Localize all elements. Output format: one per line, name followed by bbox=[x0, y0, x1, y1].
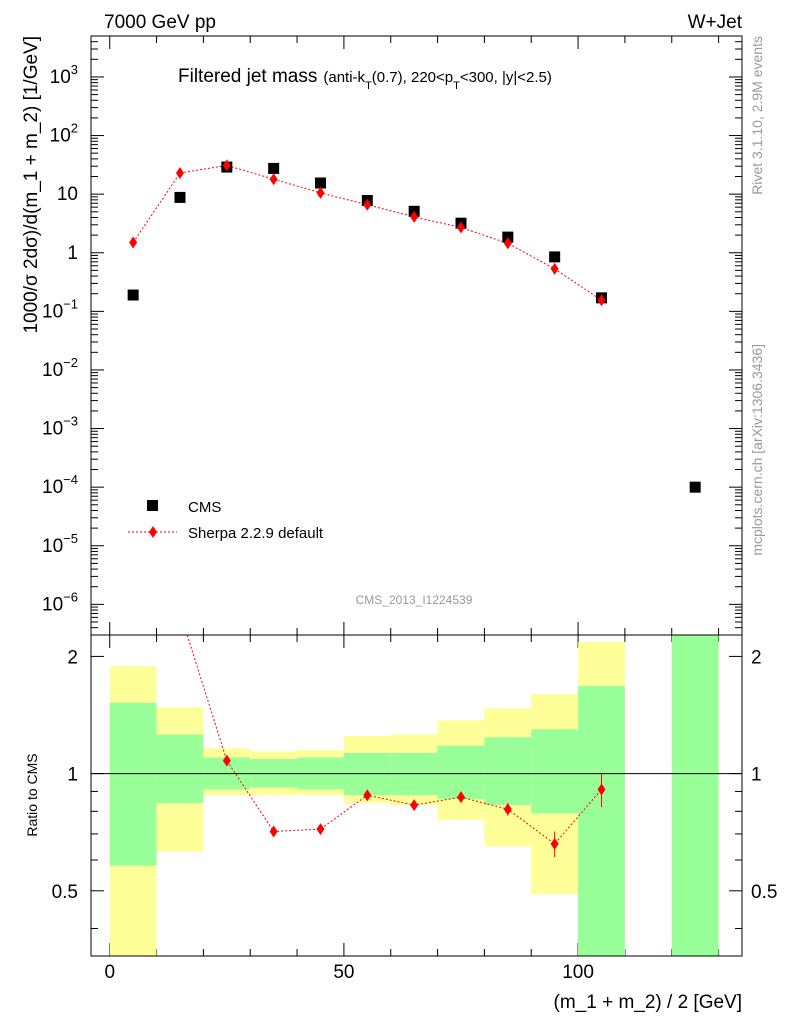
legend-sherpa-marker bbox=[149, 526, 157, 538]
sherpa-point bbox=[503, 237, 512, 250]
mcplots-label: mcplots.cern.ch [arXiv:1306.3436] bbox=[749, 344, 765, 556]
ratio-band-green bbox=[671, 635, 719, 956]
sherpa-point bbox=[597, 294, 606, 307]
ratio-plot-frame bbox=[90, 634, 743, 957]
ratio-ytick-label-left: 2 bbox=[67, 647, 78, 668]
x-tick-label: 50 bbox=[333, 962, 354, 983]
rivet-label: Rivet 3.1.10, 2.9M events bbox=[749, 36, 765, 195]
ratio-y-axis-label: Ratio to CMS bbox=[24, 753, 40, 836]
cms-point bbox=[314, 177, 326, 189]
main-ytick-label: 1 bbox=[67, 243, 78, 264]
ratio-point bbox=[222, 754, 231, 767]
cms-point bbox=[549, 251, 561, 263]
header-left: 7000 GeV pp bbox=[104, 12, 216, 33]
ratio-point bbox=[597, 783, 606, 796]
legend: CMS Sherpa 2.2.9 default bbox=[128, 499, 324, 542]
sherpa-point bbox=[129, 236, 138, 249]
x-tick-label: 100 bbox=[562, 962, 594, 983]
header-right: W+Jet bbox=[688, 12, 743, 33]
main-ytick-label: 10−6 bbox=[42, 589, 78, 615]
ratio-ytick-label-left: 0.5 bbox=[52, 882, 78, 903]
plot-title: Filtered jet mass (anti-kT(0.7), 220<pT<3… bbox=[178, 66, 552, 92]
sherpa-point bbox=[269, 173, 278, 186]
cms-point bbox=[689, 481, 701, 493]
ratio-ticks bbox=[91, 655, 742, 930]
ratio-band-green bbox=[531, 729, 579, 814]
sherpa-point bbox=[410, 210, 419, 223]
main-marks bbox=[127, 159, 701, 493]
ratio-point bbox=[550, 837, 559, 850]
ratio-band-green bbox=[578, 685, 625, 956]
ratio-point bbox=[503, 803, 512, 816]
sherpa-point bbox=[363, 198, 372, 211]
ratio-point bbox=[316, 823, 325, 836]
cms-point bbox=[174, 191, 186, 203]
ratio-point bbox=[269, 825, 278, 838]
ratio-bands bbox=[109, 635, 719, 956]
sherpa-point bbox=[222, 159, 231, 172]
ratio-band-green bbox=[156, 734, 204, 804]
main-ytick-label: 10−4 bbox=[42, 472, 78, 498]
x-axis-label: (m_1 + m_2) / 2 [GeV] bbox=[554, 992, 743, 1013]
ratio-band-green bbox=[437, 745, 485, 800]
ratio-point bbox=[363, 789, 372, 802]
main-ticks bbox=[91, 35, 742, 956]
ratio-point bbox=[456, 791, 465, 804]
ratio-ytick-label-left: 1 bbox=[67, 765, 78, 786]
ratio-marks bbox=[186, 635, 606, 858]
cms-point bbox=[502, 231, 514, 243]
main-ytick-label: 10 bbox=[57, 184, 78, 205]
ratio-plot: 0.5 0.5 1 1 2 2 0 50 100 Ratio to CMS (m_1 + m_2… bbox=[24, 634, 778, 1013]
sherpa-point bbox=[550, 262, 559, 275]
analysis-watermark: CMS_2013_I1224539 bbox=[356, 593, 473, 607]
ratio-ytick-label-right: 1 bbox=[751, 765, 762, 786]
legend-cms-marker bbox=[147, 500, 158, 511]
ratio-band-green bbox=[484, 737, 532, 806]
cms-point bbox=[127, 289, 139, 301]
sherpa-point bbox=[316, 186, 325, 199]
main-ytick-label: 102 bbox=[50, 121, 78, 147]
ratio-ytick-label-right: 0.5 bbox=[751, 882, 777, 903]
ratio-ytick-label-right: 2 bbox=[751, 647, 762, 668]
ratio-tick-labels: 0.5 0.5 1 1 2 2 0 50 100 bbox=[52, 647, 778, 983]
main-ytick-label: 10−1 bbox=[42, 296, 78, 322]
main-y-axis-label: 1000/σ 2dσ)/d(m_1 + m_2) [1/GeV] bbox=[21, 36, 42, 334]
cms-point bbox=[268, 162, 280, 174]
main-ytick-label: 10−3 bbox=[42, 414, 78, 440]
ratio-point bbox=[410, 799, 419, 812]
main-ytick-label: 103 bbox=[50, 62, 78, 88]
x-tick-label: 0 bbox=[104, 962, 115, 983]
sherpa-point bbox=[175, 166, 184, 179]
legend-cms-label: CMS bbox=[188, 499, 221, 516]
ratio-series bbox=[186, 635, 606, 858]
sherpa-point bbox=[456, 221, 465, 234]
ratio-band-green bbox=[109, 702, 157, 866]
main-ytick-label: 10−2 bbox=[42, 355, 78, 381]
legend-sherpa-label: Sherpa 2.2.9 default bbox=[188, 525, 324, 542]
main-ytick-label: 10−5 bbox=[42, 531, 78, 557]
